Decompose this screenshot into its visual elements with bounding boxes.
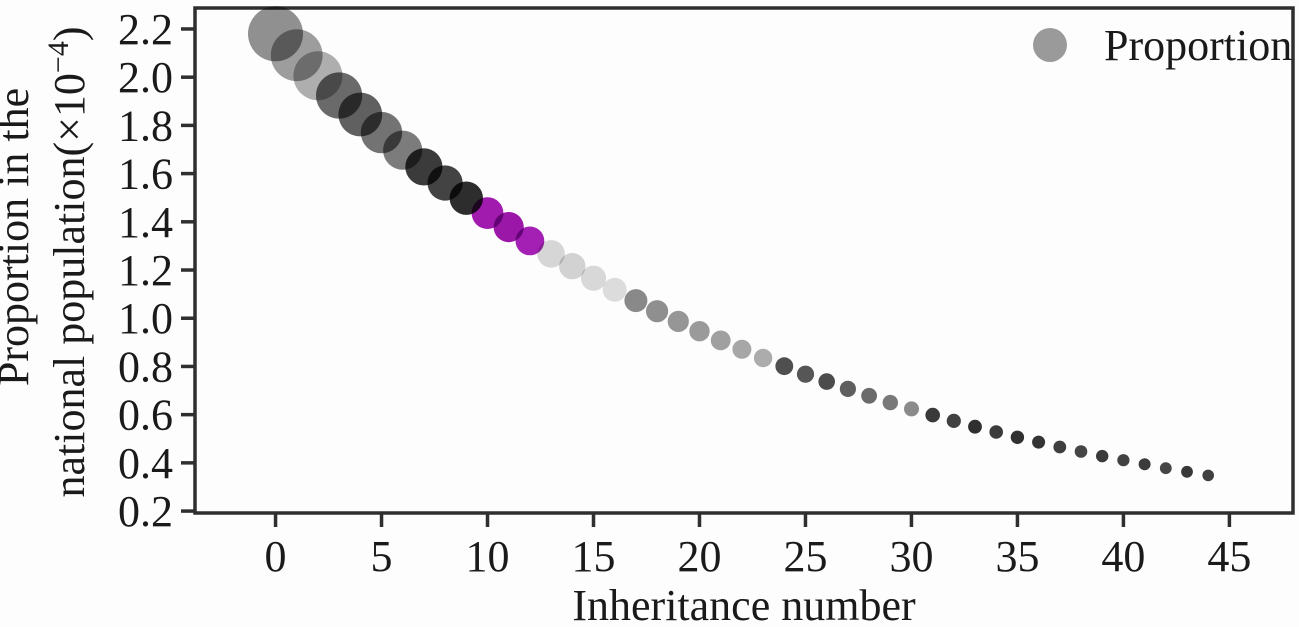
y-tick-label: 1.4 — [118, 198, 173, 247]
data-point — [667, 310, 689, 332]
data-point — [818, 373, 835, 390]
legend-marker-icon — [1033, 28, 1067, 62]
y-tick-label: 2.0 — [118, 53, 173, 102]
data-point — [493, 212, 524, 243]
data-point — [602, 277, 627, 302]
data-point — [1138, 458, 1151, 471]
y-tick-label: 1.0 — [118, 294, 173, 343]
data-point — [882, 394, 898, 411]
data-point — [710, 330, 731, 351]
y-tick-label: 1.8 — [118, 101, 173, 150]
y-tick-label: 1.6 — [118, 150, 173, 199]
x-tick-label: 10 — [466, 532, 510, 581]
data-point — [646, 300, 669, 323]
x-tick-label: 45 — [1207, 532, 1251, 581]
data-point — [1010, 430, 1025, 444]
legend: Proportion — [1033, 21, 1292, 70]
y-axis-ticks: 0.20.40.60.81.01.21.41.61.82.02.2 — [118, 5, 195, 536]
data-point — [1053, 440, 1067, 454]
x-tick-label: 5 — [371, 532, 393, 581]
data-point — [904, 401, 919, 417]
data-point — [839, 380, 857, 397]
x-tick-label: 40 — [1101, 532, 1145, 581]
data-point — [796, 365, 815, 383]
x-tick-label: 0 — [265, 532, 287, 581]
y-tick-label: 0.4 — [118, 439, 173, 488]
data-point — [861, 387, 877, 404]
y-axis-title-line2: national population(×10−4) — [42, 27, 94, 498]
data-point — [753, 348, 773, 368]
data-point — [946, 413, 961, 428]
data-points — [248, 6, 1214, 482]
x-tick-label: 15 — [572, 532, 616, 581]
x-tick-label: 20 — [677, 532, 721, 581]
data-point — [1096, 449, 1109, 463]
data-point — [925, 407, 940, 423]
y-axis-title-line1: Proportion in the — [0, 88, 38, 386]
data-point — [968, 419, 982, 434]
data-point — [515, 226, 545, 256]
data-point — [1032, 435, 1046, 449]
data-point — [689, 321, 710, 342]
y-tick-label: 0.8 — [118, 342, 173, 391]
x-axis-ticks: 0 5 10 15 20 25 30 35 40 45 — [265, 513, 1251, 581]
data-point — [1202, 469, 1214, 482]
data-point — [537, 240, 565, 268]
x-tick-label: 35 — [995, 532, 1039, 581]
data-point — [1159, 462, 1172, 475]
plot-area-border — [193, 6, 1295, 515]
legend-label: Proportion — [1104, 21, 1292, 70]
x-tick-label: 25 — [783, 532, 827, 581]
data-point — [624, 289, 648, 313]
data-point — [732, 339, 752, 359]
data-point — [580, 265, 607, 291]
data-point — [989, 425, 1003, 439]
x-tick-label: 30 — [889, 532, 933, 581]
data-point — [775, 357, 794, 376]
x-axis-title: Inheritance number — [572, 581, 916, 627]
y-tick-label: 0.6 — [118, 391, 173, 440]
data-point — [1181, 465, 1193, 478]
y-tick-label: 1.2 — [118, 246, 173, 295]
data-point — [1074, 445, 1088, 458]
y-axis-title: Proportion in the national population(×1… — [0, 27, 94, 498]
data-point — [1117, 454, 1130, 467]
y-tick-label: 0.2 — [118, 487, 173, 536]
data-point — [559, 253, 586, 280]
y-tick-label: 2.2 — [118, 5, 173, 54]
